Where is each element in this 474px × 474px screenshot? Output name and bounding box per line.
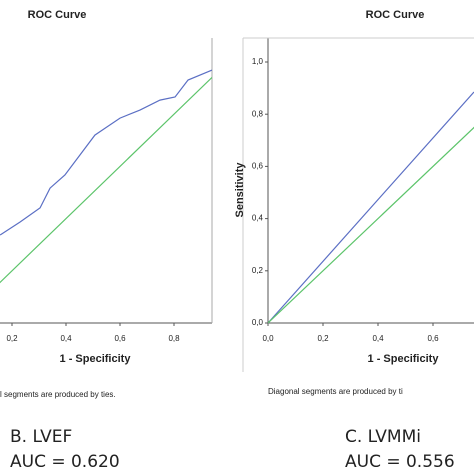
- x-tick-label: 0,4: [372, 334, 384, 343]
- x-tick-label: 0,4: [60, 334, 72, 343]
- footnote: Diagonal segments are produced by ti: [268, 387, 403, 396]
- y-tick-label: 0,0: [252, 318, 264, 327]
- caption: C. LVMMi: [345, 427, 421, 447]
- x-tick-label: 0,8: [168, 334, 180, 343]
- auc-label: AUC = 0.556: [345, 452, 455, 472]
- x-axis-label: 1 - Specificity: [60, 353, 132, 365]
- y-tick-label: 0,4: [252, 214, 264, 223]
- roc-line: [268, 126, 474, 324]
- x-tick-label: 0,6: [427, 334, 439, 343]
- auc-label: AUC = 0.620: [10, 452, 120, 472]
- chart-title: ROC Curve: [366, 9, 425, 21]
- plot-area: [0, 69, 212, 284]
- x-tick-label: 0,6: [114, 334, 126, 343]
- x-axis-label: 1 - Specificity: [368, 353, 440, 365]
- caption: B. LVEF: [10, 427, 72, 447]
- chart-title: ROC Curve: [28, 9, 87, 21]
- footnote: l segments are produced by ties.: [0, 390, 116, 399]
- y-tick-label: 1,0: [252, 57, 264, 66]
- x-tick-label: 0,2: [317, 334, 329, 343]
- plot-area: [268, 91, 474, 324]
- roc-line: [268, 91, 474, 324]
- y-tick-label: 0,2: [252, 266, 264, 275]
- y-axis-label: Sensitivity: [234, 162, 246, 218]
- y-tick-label: 0,6: [252, 162, 264, 171]
- x-tick-label: 0,0: [262, 334, 274, 343]
- y-tick-label: 0,8: [252, 109, 264, 118]
- roc-line: [0, 69, 212, 236]
- x-tick-label: 0,2: [6, 334, 18, 343]
- roc-line: [0, 76, 212, 284]
